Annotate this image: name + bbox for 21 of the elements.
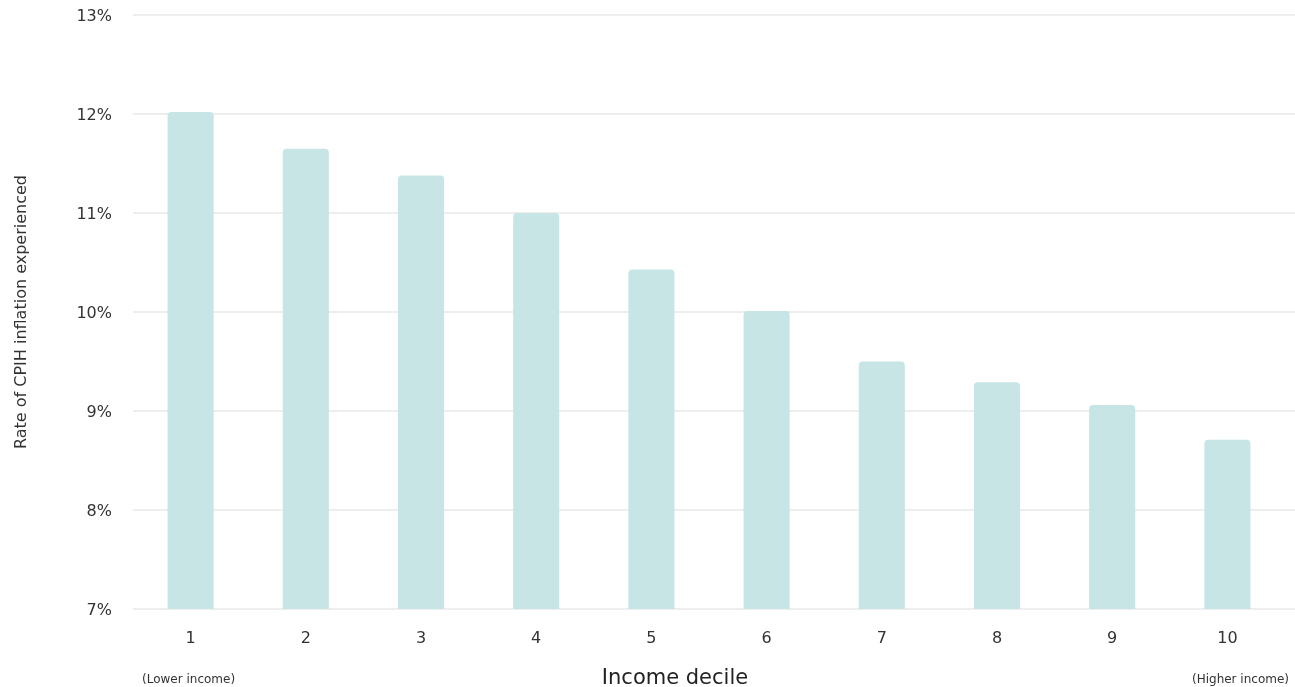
y-tick-label: 13% <box>76 5 112 25</box>
x-tick-label: 7 <box>876 628 887 647</box>
x-tick-label: 5 <box>646 628 657 647</box>
x-tick-label: 2 <box>300 628 311 647</box>
y-tick-label: 9% <box>86 401 112 421</box>
x-tick-label: 9 <box>1107 628 1118 647</box>
text: (Higher income) <box>1191 672 1289 686</box>
x-tick-label: 4 <box>531 628 542 647</box>
x-tick-label: 8 <box>991 628 1003 647</box>
y-axis-title: Rate of CPIH inflation experienced <box>11 175 30 449</box>
x-tick-label: 1 <box>185 628 196 647</box>
x-axis-title: Income decile <box>601 665 749 687</box>
x-tick-label: 3 <box>415 628 427 647</box>
x-tick-label: 10 <box>1217 628 1238 647</box>
text: (Lower income) <box>142 672 236 686</box>
y-tick-label: 10% <box>76 302 112 322</box>
y-tick-label: 7% <box>86 599 112 619</box>
y-tick-label: 11% <box>76 203 112 223</box>
x-tick-label: 6 <box>761 628 772 647</box>
y-tick-label: 12% <box>76 104 112 124</box>
y-tick-label: 8% <box>86 500 112 520</box>
